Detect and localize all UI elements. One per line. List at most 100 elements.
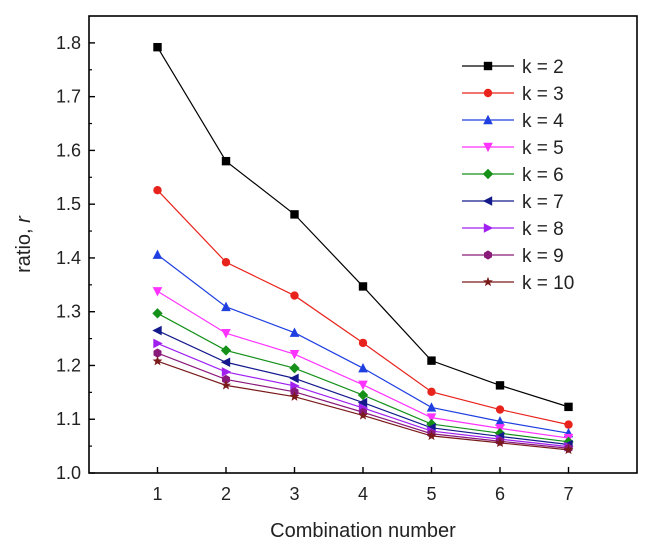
data-point — [483, 88, 493, 98]
data-point — [152, 308, 163, 319]
data-point — [153, 185, 162, 195]
x-tick-label: 4 — [358, 484, 368, 504]
data-point — [152, 325, 162, 336]
data-point — [289, 349, 300, 360]
series-k-2 — [153, 42, 573, 412]
series-line — [156, 46, 569, 408]
data-point — [220, 345, 232, 356]
legend-label: k = 5 — [522, 138, 564, 159]
data-point — [495, 381, 505, 390]
x-tick-label: 1 — [152, 484, 162, 504]
legend-entry: k = 3 — [462, 84, 564, 105]
legend-entry: k = 5 — [462, 138, 564, 159]
data-point — [495, 416, 505, 426]
data-point — [289, 373, 299, 384]
x-tick-label: 6 — [495, 484, 505, 504]
data-point — [495, 437, 505, 448]
data-point — [153, 348, 162, 358]
data-point — [483, 276, 493, 287]
data-point — [495, 405, 505, 414]
y-tick-label: 1.6 — [56, 140, 81, 160]
x-axis-title: Combination number — [270, 520, 456, 542]
legend-label: k = 4 — [522, 111, 564, 132]
data-point — [358, 338, 368, 348]
data-point — [358, 282, 368, 291]
data-point — [221, 367, 232, 377]
legend-label: k = 3 — [522, 84, 564, 105]
data-point — [426, 402, 437, 412]
series-layer — [152, 42, 574, 455]
y-tick-label: 1.8 — [56, 33, 81, 53]
legend-entry: k = 6 — [462, 165, 564, 186]
ticks-layer: 1 2 3 4 5 6 7 1.0 1.1 1.2 1.3 1.4 1.5 1.6 1.7 1.8 — [56, 33, 574, 504]
data-point — [290, 291, 299, 300]
data-point — [426, 430, 437, 441]
x-tick-label: 7 — [563, 484, 573, 504]
data-point — [484, 250, 492, 260]
data-point — [483, 61, 493, 71]
data-point — [563, 444, 574, 455]
data-point — [357, 389, 369, 401]
legend-label: k = 10 — [522, 273, 574, 294]
data-point — [220, 357, 231, 368]
data-point — [221, 301, 231, 312]
legend-label: k = 9 — [522, 246, 564, 267]
legend-entry: k = 9 — [462, 246, 564, 267]
data-point — [564, 402, 573, 412]
x-tick-label: 2 — [221, 484, 231, 504]
y-axis-title: ratio, r — [13, 215, 35, 273]
data-point — [289, 391, 300, 401]
data-point — [483, 142, 493, 153]
x-tick-label: 5 — [426, 484, 436, 504]
data-point — [153, 338, 163, 349]
data-point — [427, 387, 436, 397]
data-point — [221, 329, 231, 339]
y-axis-title-symbol: r — [13, 215, 35, 223]
legend-label: k = 8 — [522, 219, 564, 240]
data-point — [357, 397, 368, 408]
data-point — [427, 356, 436, 365]
data-point — [289, 362, 300, 374]
legend-entry: k = 10 — [462, 273, 574, 294]
data-point — [358, 362, 368, 373]
y-tick-label: 1.4 — [56, 248, 81, 268]
data-point — [152, 287, 163, 297]
data-point — [358, 410, 368, 420]
legend-label: k = 2 — [522, 57, 564, 78]
y-tick-label: 1.0 — [56, 463, 81, 483]
y-tick-label: 1.5 — [56, 194, 81, 214]
legend-entry: k = 4 — [462, 111, 564, 132]
y-axis-title-text: ratio, — [13, 223, 35, 273]
data-point — [221, 380, 231, 390]
data-point — [152, 249, 163, 259]
legend-label: k = 6 — [522, 165, 564, 186]
y-tick-label: 1.7 — [56, 87, 81, 107]
series-k-7 — [152, 325, 573, 450]
data-point — [483, 223, 494, 233]
data-point — [222, 374, 230, 385]
data-point — [482, 168, 494, 180]
legend-label: k = 7 — [522, 192, 564, 213]
data-point — [426, 413, 437, 423]
data-point — [289, 327, 300, 337]
series-k-3 — [153, 185, 573, 429]
data-point — [153, 42, 162, 52]
data-point — [221, 258, 231, 267]
series-k-10 — [152, 355, 574, 455]
x-tick-label: 3 — [289, 484, 299, 504]
y-tick-label: 1.2 — [56, 355, 81, 375]
legend-entry: k = 7 — [462, 192, 564, 213]
legend-entry: k = 8 — [462, 219, 564, 240]
data-point — [482, 196, 493, 206]
data-point — [221, 156, 231, 166]
data-point — [483, 114, 493, 125]
data-point — [358, 380, 368, 391]
data-point — [290, 210, 299, 219]
data-point — [564, 420, 573, 429]
legend: k = 2 k = 3 k = 4 k = 5 k = 6 k = 7 k = 8 k = 9… — [462, 57, 574, 294]
data-point — [152, 355, 163, 366]
legend-entry: k = 2 — [462, 57, 564, 78]
y-tick-label: 1.3 — [56, 302, 81, 322]
